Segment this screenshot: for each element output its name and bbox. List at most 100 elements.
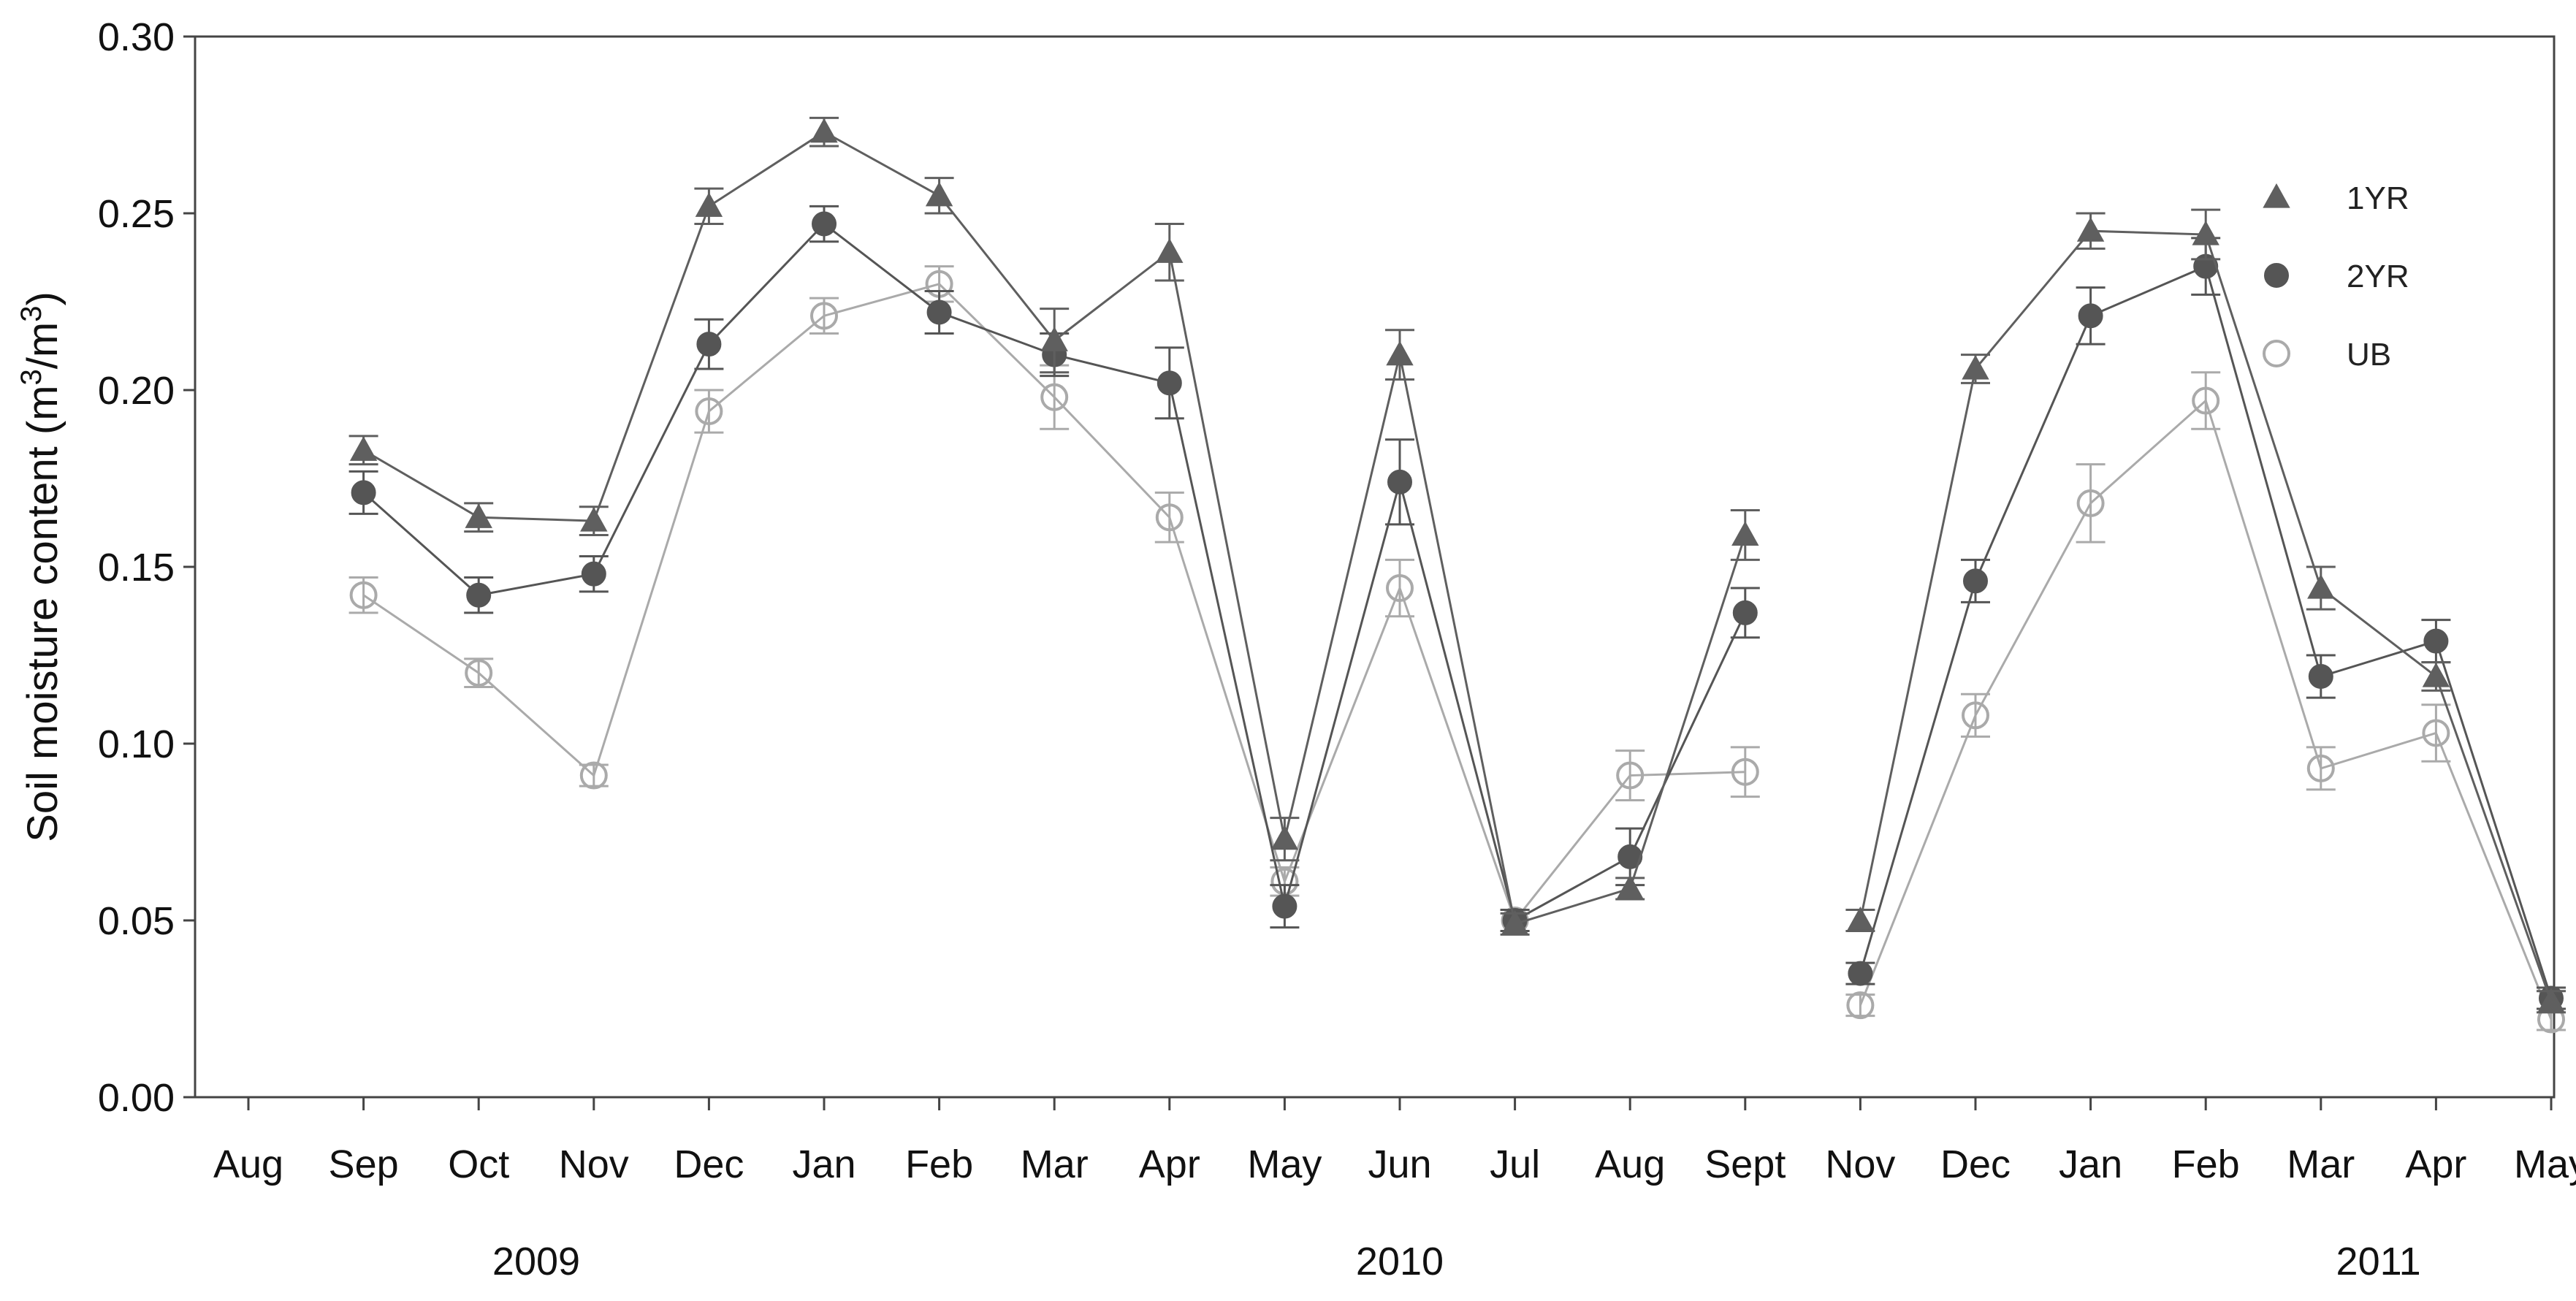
error-bar bbox=[1615, 749, 1645, 801]
error-bar bbox=[1845, 993, 1875, 1018]
y-axis-title-text: Soil moisture content (m bbox=[19, 385, 66, 842]
x-tick-label: Apr bbox=[1139, 1142, 1200, 1186]
data-point bbox=[812, 211, 837, 237]
data-point bbox=[1846, 906, 1875, 931]
data-point bbox=[349, 436, 378, 461]
data-point bbox=[1616, 874, 1644, 900]
x-tick-label: Jun bbox=[1368, 1142, 1431, 1186]
data-point bbox=[465, 503, 492, 528]
x-tick-label: May bbox=[1247, 1142, 1322, 1186]
error-bar bbox=[1730, 746, 1760, 798]
x-tick-label: Feb bbox=[905, 1142, 973, 1186]
y-axis: 0.00 0.05 0.10 0.15 0.20 0.25 0.30 bbox=[98, 15, 195, 1120]
year-label: 2010 bbox=[1356, 1240, 1444, 1283]
x-tick-label: May bbox=[2514, 1142, 2576, 1186]
x-tick-label: Jan bbox=[792, 1142, 856, 1186]
data-point bbox=[1386, 340, 1414, 366]
error-bar bbox=[2076, 463, 2106, 543]
x-axis: Aug Sep Oct Nov Dec Jan Feb Mar Apr May Jun Jul Aug S… bbox=[213, 1097, 2576, 1283]
data-point bbox=[351, 480, 376, 505]
data-point bbox=[2076, 217, 2105, 242]
year-label: 2011 bbox=[2336, 1240, 2421, 1283]
y-tick-label: 0.00 bbox=[98, 1076, 175, 1120]
x-tick-label: Mar bbox=[2287, 1142, 2355, 1186]
data-point bbox=[2423, 628, 2449, 654]
x-tick-label: Apr bbox=[2405, 1142, 2466, 1186]
data-point bbox=[1387, 469, 1412, 495]
legend-marker bbox=[2263, 183, 2290, 208]
error-bar bbox=[1385, 558, 1414, 618]
data-point bbox=[1962, 354, 1989, 380]
x-tick-label: Jan bbox=[2059, 1142, 2122, 1186]
y-tick-label: 0.20 bbox=[98, 369, 175, 413]
data-point bbox=[1732, 600, 1758, 625]
data-point bbox=[1616, 761, 1645, 790]
x-tick-label: Nov bbox=[559, 1142, 629, 1186]
data-point bbox=[1155, 503, 1184, 532]
data-point bbox=[579, 761, 608, 790]
data-point bbox=[810, 302, 838, 330]
data-point bbox=[1156, 238, 1184, 263]
legend-marker bbox=[2263, 340, 2290, 367]
data-point bbox=[1731, 521, 1759, 546]
data-point bbox=[1617, 844, 1643, 869]
error-bar bbox=[1154, 491, 1184, 543]
data-point bbox=[810, 118, 838, 143]
data-point bbox=[1963, 568, 1988, 594]
data-point bbox=[1272, 893, 1297, 919]
data-point bbox=[695, 397, 723, 426]
data-point bbox=[1040, 327, 1068, 351]
data-point bbox=[1731, 758, 1759, 786]
y-axis-title-sup: 3 bbox=[15, 306, 47, 322]
x-tick-label: Jul bbox=[1490, 1142, 1540, 1186]
data-point bbox=[581, 561, 606, 587]
data-point bbox=[2078, 303, 2103, 329]
data-point bbox=[925, 181, 953, 207]
data-point bbox=[1386, 574, 1414, 603]
data-point bbox=[2422, 662, 2450, 687]
error-bar bbox=[1961, 693, 1990, 738]
legend-label: 2YR bbox=[2347, 259, 2409, 294]
error-bar bbox=[2306, 746, 2336, 791]
data-point bbox=[1040, 383, 1069, 411]
data-point bbox=[926, 300, 952, 325]
data-point bbox=[1270, 825, 1299, 850]
data-point bbox=[466, 582, 492, 608]
legend: 1YR 2YR UB bbox=[2263, 180, 2409, 373]
y-axis-title-text: /m bbox=[19, 322, 66, 369]
data-point bbox=[1846, 991, 1875, 1020]
series-layer bbox=[348, 116, 2566, 1034]
legend-label: UB bbox=[2347, 337, 2391, 373]
y-tick-label: 0.05 bbox=[98, 899, 175, 943]
legend-item-ub: UB bbox=[2263, 337, 2391, 373]
y-axis-title: Soil moisture content (m3/m3) bbox=[15, 291, 66, 842]
x-tick-label: Mar bbox=[1021, 1142, 1089, 1186]
y-tick-label: 0.30 bbox=[98, 15, 175, 59]
data-point bbox=[2192, 220, 2219, 245]
data-point bbox=[695, 192, 723, 217]
error-bar bbox=[2191, 371, 2221, 430]
data-point bbox=[465, 659, 493, 687]
y-tick-label: 0.15 bbox=[98, 546, 175, 590]
data-point bbox=[2076, 489, 2105, 517]
series-1yr bbox=[348, 116, 2566, 1014]
x-tick-label: Feb bbox=[2172, 1142, 2240, 1186]
legend-label: 1YR bbox=[2347, 180, 2409, 216]
data-point bbox=[2422, 719, 2450, 747]
data-point bbox=[580, 507, 608, 532]
legend-item-1yr: 1YR bbox=[2263, 180, 2409, 216]
error-bar bbox=[694, 389, 724, 434]
data-point bbox=[1848, 961, 1873, 986]
x-tick-label: Dec bbox=[1940, 1142, 2011, 1186]
x-tick-label: Dec bbox=[674, 1142, 744, 1186]
data-point bbox=[349, 581, 378, 609]
data-point bbox=[2306, 754, 2335, 782]
data-point bbox=[2192, 386, 2220, 415]
error-bar bbox=[464, 657, 494, 689]
x-tick-label: Sep bbox=[329, 1142, 399, 1186]
data-point bbox=[2308, 664, 2333, 690]
year-label: 2009 bbox=[492, 1240, 580, 1283]
x-tick-label: Aug bbox=[1595, 1142, 1665, 1186]
